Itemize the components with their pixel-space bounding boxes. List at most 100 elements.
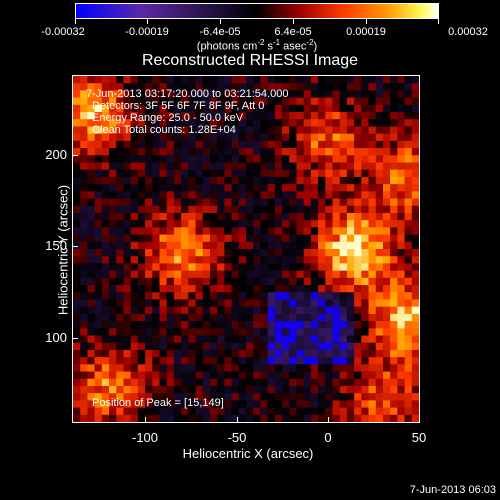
heatmap-cell xyxy=(397,205,406,214)
heatmap-cell xyxy=(289,126,298,135)
heatmap-cell xyxy=(260,212,269,221)
heatmap-cell xyxy=(181,321,189,329)
heatmap-cell xyxy=(217,234,225,243)
heatmap-cell xyxy=(181,133,189,142)
heatmap-cell xyxy=(109,198,117,207)
heatmap-cell xyxy=(339,349,348,358)
heatmap-cell xyxy=(274,220,283,228)
heatmap-cell xyxy=(173,90,182,99)
heatmap-cell xyxy=(73,328,81,337)
heatmap-cell xyxy=(145,414,153,422)
heatmap-cell xyxy=(325,205,334,214)
heatmap-cell xyxy=(94,270,103,279)
heatmap-cell xyxy=(152,306,161,315)
heatmap-cell xyxy=(209,263,218,272)
heatmap-cell xyxy=(260,400,269,409)
heatmap-cell xyxy=(87,90,96,99)
heatmap-cell xyxy=(217,306,225,315)
heatmap-cell xyxy=(87,313,96,322)
heatmap-cell xyxy=(166,414,175,422)
heatmap-cell xyxy=(267,407,276,416)
heatmap-cell xyxy=(310,292,319,301)
heatmap-cell xyxy=(152,256,161,265)
heatmap-cell xyxy=(346,140,355,149)
heatmap-cell xyxy=(209,184,218,192)
heatmap-cell xyxy=(260,263,269,272)
heatmap-cell xyxy=(361,349,370,358)
heatmap-cell xyxy=(375,133,384,142)
heatmap-cell xyxy=(101,364,110,373)
heatmap-cell xyxy=(224,364,233,373)
heatmap-cell xyxy=(101,393,110,401)
heatmap-cell xyxy=(209,393,218,401)
heatmap-cell xyxy=(217,321,225,329)
heatmap-cell xyxy=(253,112,262,120)
heatmap-cell xyxy=(159,263,168,272)
heatmap-cell xyxy=(253,249,262,257)
heatmap-cell xyxy=(390,414,398,422)
heatmap-cell xyxy=(332,306,341,315)
heatmap-cell xyxy=(123,407,132,416)
heatmap-cell xyxy=(282,342,290,351)
heatmap-cell xyxy=(382,378,391,387)
heatmap-cell xyxy=(260,76,269,84)
heatmap-cell xyxy=(188,335,197,344)
heatmap-cell xyxy=(411,393,419,401)
heatmap-cell xyxy=(368,162,377,171)
heatmap-cell xyxy=(80,76,89,84)
heatmap-cell xyxy=(411,198,419,207)
heatmap-cell xyxy=(289,285,298,293)
heatmap-cell xyxy=(224,97,233,106)
heatmap-cell xyxy=(202,162,211,171)
heatmap-cell xyxy=(188,90,197,99)
heatmap-cell xyxy=(375,112,384,120)
heatmap-cell xyxy=(73,83,81,92)
heatmap-cell xyxy=(274,299,283,308)
heatmap-cell xyxy=(231,400,240,409)
heatmap-cell xyxy=(217,328,225,337)
heatmap-cell xyxy=(166,133,175,142)
heatmap-cell xyxy=(390,133,398,142)
heatmap-cell xyxy=(238,162,247,171)
heatmap-cell xyxy=(346,321,355,329)
heatmap-cell xyxy=(310,393,319,401)
heatmap-cell xyxy=(296,112,305,120)
heatmap-cell xyxy=(332,364,341,373)
heatmap-cell xyxy=(202,371,211,380)
heatmap-cell xyxy=(296,414,305,422)
heatmap-cell xyxy=(130,126,139,135)
heatmap-cell xyxy=(101,112,110,120)
heatmap-cell xyxy=(267,400,276,409)
heatmap-cell xyxy=(181,299,189,308)
heatmap-cell xyxy=(390,349,398,358)
heatmap-cell xyxy=(166,400,175,409)
heatmap-cell xyxy=(404,277,413,286)
heatmap-cell xyxy=(145,119,153,128)
heatmap-cell xyxy=(296,277,305,286)
heatmap-cell xyxy=(310,277,319,286)
heatmap-cell xyxy=(339,191,348,200)
heatmap-cell xyxy=(382,241,391,250)
heatmap-cell xyxy=(246,313,254,322)
heatmap-cell xyxy=(390,205,398,214)
heatmap-cell xyxy=(166,155,175,164)
heatmap-cell xyxy=(123,393,132,401)
x-tick-label: -100 xyxy=(131,430,159,445)
heatmap-cell xyxy=(296,400,305,409)
heatmap-cell xyxy=(260,328,269,337)
heatmap-cell xyxy=(310,328,319,337)
heatmap-cell xyxy=(94,90,103,99)
heatmap-cell xyxy=(152,335,161,344)
heatmap-cell xyxy=(289,385,298,394)
heatmap-cell xyxy=(296,104,305,113)
heatmap-cell xyxy=(101,407,110,416)
heatmap-cell xyxy=(267,371,276,380)
heatmap-cell xyxy=(195,212,204,221)
heatmap-cell xyxy=(246,241,254,250)
heatmap-cell xyxy=(361,335,370,344)
heatmap-cell xyxy=(274,83,283,92)
heatmap-cell xyxy=(246,378,254,387)
heatmap-cell xyxy=(159,292,168,301)
heatmap-cell xyxy=(346,97,355,106)
heatmap-cell xyxy=(397,112,406,120)
